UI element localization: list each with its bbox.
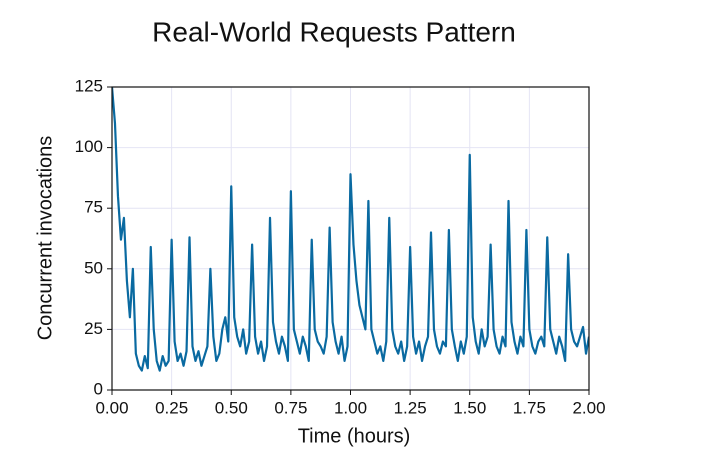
y-tick-label: 0: [94, 379, 103, 398]
plot-frame: [111, 86, 590, 391]
x-tick-label: 1.50: [453, 398, 486, 417]
x-tick-label: 0.50: [215, 398, 248, 417]
x-axis-label: Time (hours): [298, 425, 411, 447]
x-tick-label: 0.25: [155, 398, 188, 417]
y-tick-label: 50: [84, 258, 103, 277]
y-tick-label: 125: [75, 76, 103, 95]
y-axis-label: Concurrent invocations: [34, 136, 56, 341]
x-tick-label: 0.75: [274, 398, 307, 417]
y-tick-label: 75: [84, 198, 103, 217]
y-tick-label: 25: [84, 319, 103, 338]
x-tick-label: 1.00: [334, 398, 367, 417]
x-tick-label: 2.00: [572, 398, 605, 417]
chart-title: Real-World Requests Pattern: [152, 16, 516, 47]
x-tick-label: 1.75: [513, 398, 546, 417]
x-tick-label: 0.00: [95, 398, 128, 417]
x-tick-label: 1.25: [394, 398, 427, 417]
y-tick-label: 100: [75, 137, 103, 156]
data-line: [112, 87, 589, 372]
